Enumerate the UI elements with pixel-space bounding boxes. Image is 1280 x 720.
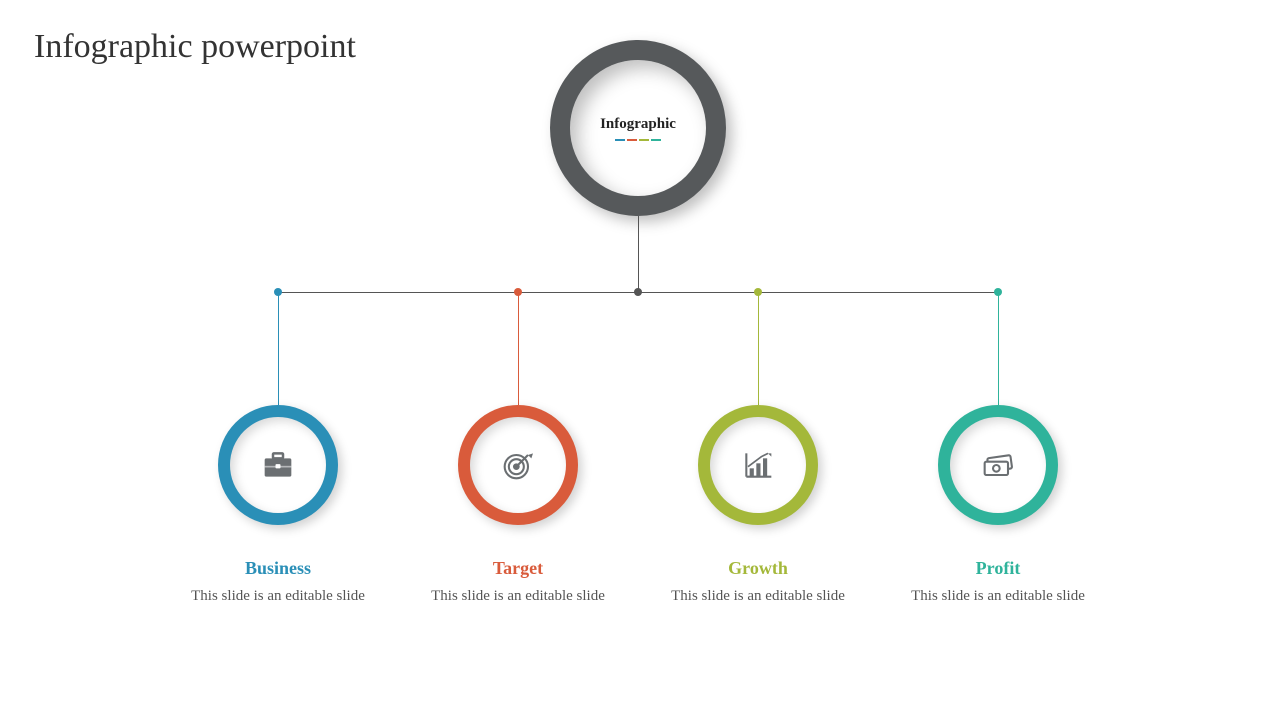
connector-drop: [518, 292, 519, 405]
child-title: Growth: [668, 558, 848, 579]
target-icon: [498, 445, 538, 485]
connector-dot: [514, 288, 522, 296]
connector-dot: [754, 288, 762, 296]
child-title: Business: [188, 558, 368, 579]
child-circle: [230, 417, 326, 513]
connector-center-dot: [634, 288, 642, 296]
growth-chart-icon: [738, 445, 778, 485]
child-circle: [470, 417, 566, 513]
hub-circle: Infographic: [570, 60, 706, 196]
child-desc: This slide is an editable slide: [428, 586, 608, 606]
connector-drop: [998, 292, 999, 405]
connector-dot: [994, 288, 1002, 296]
hub-label: Infographic: [600, 116, 676, 133]
briefcase-icon: [258, 445, 298, 485]
slide-title: Infographic powerpoint: [34, 28, 356, 66]
child-circle: [950, 417, 1046, 513]
child-circle: [710, 417, 806, 513]
child-desc: This slide is an editable slide: [668, 586, 848, 606]
child-desc: This slide is an editable slide: [188, 586, 368, 606]
slide-canvas: { "title": "Infographic powerpoint", "hu…: [0, 0, 1280, 720]
connector-drop: [758, 292, 759, 405]
child-desc: This slide is an editable slide: [908, 586, 1088, 606]
connector-drop: [278, 292, 279, 405]
money-icon: [978, 445, 1018, 485]
hub-accent-dashes: [615, 139, 661, 141]
child-title: Target: [428, 558, 608, 579]
connector-stem: [638, 216, 639, 292]
connector-dot: [274, 288, 282, 296]
child-title: Profit: [908, 558, 1088, 579]
